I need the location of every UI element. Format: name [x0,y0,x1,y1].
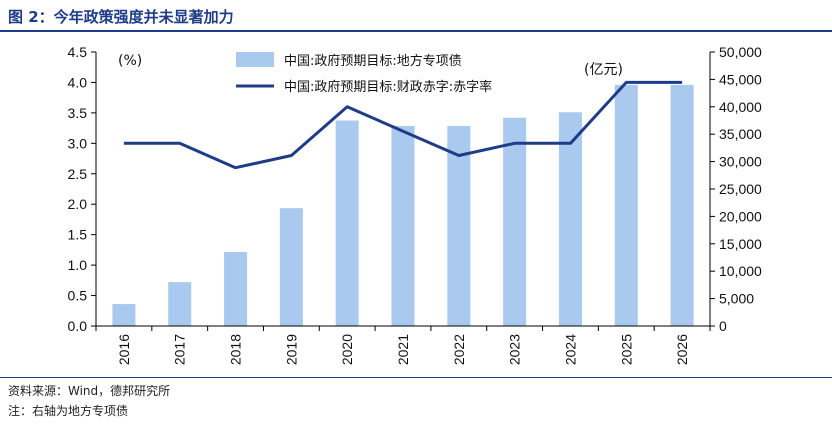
x-tick-label: 2016 [116,334,132,365]
bar-series-special-bonds [112,84,694,326]
bar-2026 [670,84,694,326]
bar-2018 [224,252,248,326]
right-tick-label: 35,000 [719,126,762,142]
source-note: 资料来源：Wind，德邦研究所 [8,384,171,398]
left-tick-label: 1.0 [68,257,88,273]
left-tick-label: 0.0 [68,318,88,334]
bar-2017 [168,282,192,326]
right-tick-label: 5,000 [719,291,754,307]
legend-label-bar: 中国:政府预期目标:地方专项债 [284,53,462,69]
left-tick-label: 0.5 [68,288,88,304]
axis-note: 注：右轴为地方专项债 [8,404,129,418]
bar-2016 [112,304,136,326]
left-tick-label: 3.0 [68,135,88,151]
left-tick-label: 2.0 [68,196,88,212]
x-tick-label: 2025 [618,334,634,365]
legend-swatch-bar [236,52,274,67]
left-tick-label: 3.5 [68,105,88,121]
left-axis-unit: (%) [118,53,142,69]
right-tick-label: 45,000 [719,71,762,87]
footer-rule [0,377,832,378]
line-series-deficit-ratio [123,80,683,170]
right-tick-label: 0 [719,318,727,334]
x-tick-label: 2020 [339,334,355,365]
x-tick-label: 2017 [172,334,188,365]
left-tick-label: 4.5 [68,44,88,60]
x-tick-label: 2022 [451,334,467,365]
chart-axes: 0.0 0.5 1.0 1.5 2.0 2.5 3.0 3.5 4.0 4.5 0 5,000 10,0… [68,44,763,365]
bar-2023 [503,117,527,326]
x-tick-label: 2019 [283,334,299,365]
title-rule [0,30,832,32]
x-tick-label: 2023 [507,334,523,365]
right-tick-label: 30,000 [719,154,762,170]
x-tick-label: 2021 [395,334,411,365]
x-tick-label: 2026 [674,334,690,365]
left-tick-label: 4.0 [68,74,88,90]
right-tick-label: 20,000 [719,208,762,224]
x-tick-label: 2018 [228,334,244,365]
bar-2024 [558,112,582,326]
right-tick-label: 25,000 [719,181,762,197]
bar-2020 [335,120,359,326]
legend-label-line: 中国:政府预期目标:财政赤字:赤字率 [284,79,492,95]
left-tick-label: 2.5 [68,166,88,182]
bar-2022 [447,125,471,326]
bar-2021 [391,125,415,326]
bar-2025 [614,84,638,326]
deficit-ratio-line [123,80,683,170]
right-axis-unit: (亿元) [584,62,623,78]
right-tick-label: 15,000 [719,236,762,252]
combo-chart: 0.0 0.5 1.0 1.5 2.0 2.5 3.0 3.5 4.0 4.5 0 5,000 10,0… [68,44,763,365]
right-tick-label: 40,000 [719,99,762,115]
bar-2019 [279,208,303,326]
left-tick-label: 1.5 [68,227,88,243]
figure-title: 图 2：今年政策强度并未显著加力 [8,8,234,26]
x-tick-label: 2024 [562,334,578,365]
right-tick-label: 10,000 [719,263,762,279]
right-tick-label: 50,000 [719,44,762,60]
